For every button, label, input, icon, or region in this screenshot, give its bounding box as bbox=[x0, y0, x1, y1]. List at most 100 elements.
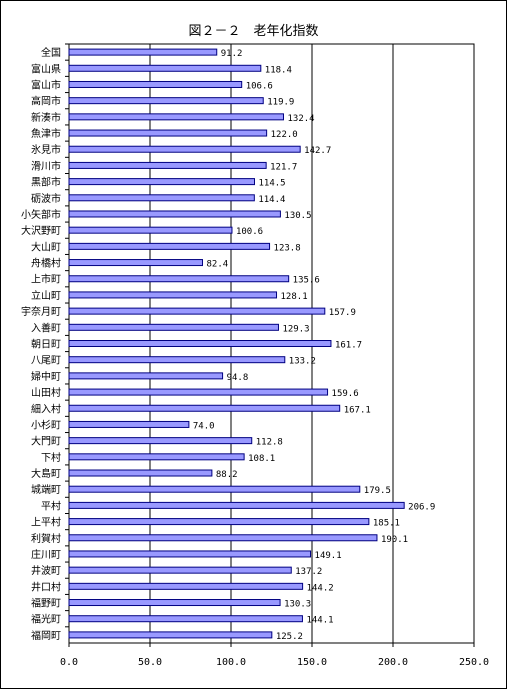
category-label: 大門町 bbox=[31, 435, 61, 448]
data-label: 106.6 bbox=[246, 81, 273, 91]
bar bbox=[68, 501, 405, 509]
bar bbox=[68, 259, 203, 267]
bar bbox=[68, 582, 304, 590]
bar bbox=[68, 566, 292, 574]
data-label: 82.4 bbox=[206, 260, 228, 270]
category-label: 全国 bbox=[41, 46, 61, 59]
bar bbox=[68, 388, 329, 396]
data-label: 121.7 bbox=[270, 162, 297, 172]
data-label: 119.9 bbox=[267, 98, 294, 108]
data-label: 144.2 bbox=[307, 583, 334, 593]
bar bbox=[68, 80, 243, 88]
category-label: 小杉町 bbox=[31, 418, 61, 431]
bar bbox=[68, 599, 281, 607]
data-label: 122.0 bbox=[271, 130, 298, 140]
x-tick-label: 0.0 bbox=[60, 657, 78, 668]
data-label: 144.1 bbox=[306, 616, 333, 626]
data-label: 88.2 bbox=[216, 470, 238, 480]
data-label: 123.8 bbox=[274, 243, 301, 253]
bar bbox=[68, 404, 341, 412]
bar bbox=[68, 534, 378, 542]
data-label: 114.4 bbox=[258, 195, 285, 205]
bar bbox=[68, 275, 290, 283]
data-label: 161.7 bbox=[335, 341, 362, 351]
bar bbox=[68, 323, 279, 331]
category-label: 魚津市 bbox=[31, 127, 61, 140]
bar bbox=[68, 48, 218, 56]
data-label: 100.6 bbox=[236, 227, 263, 237]
data-label: 74.0 bbox=[193, 421, 215, 431]
category-label: 小矢部市 bbox=[21, 208, 61, 221]
category-label: 氷見市 bbox=[31, 143, 61, 156]
category-label: 利賀村 bbox=[31, 532, 61, 545]
chart-title: 図２－２ 老年化指数 bbox=[188, 24, 319, 39]
data-label: 133.2 bbox=[289, 357, 316, 367]
category-label: 富山県 bbox=[31, 62, 61, 75]
category-label: 大山町 bbox=[31, 240, 61, 253]
category-label: 大島町 bbox=[31, 467, 61, 480]
bar bbox=[68, 615, 303, 623]
category-label: 八尾町 bbox=[31, 355, 61, 367]
category-label: 高岡市 bbox=[31, 95, 61, 108]
category-label: 舟橋村 bbox=[31, 257, 61, 270]
category-label: 朝日町 bbox=[31, 339, 61, 351]
category-label: 上平村 bbox=[31, 516, 61, 529]
category-label: 富山市 bbox=[31, 78, 61, 91]
bar bbox=[68, 469, 213, 477]
data-label: 112.8 bbox=[256, 438, 283, 448]
data-label: 132.4 bbox=[287, 114, 314, 124]
data-label: 167.1 bbox=[344, 405, 371, 415]
data-label: 149.1 bbox=[315, 551, 342, 561]
category-label: 入善町 bbox=[31, 321, 61, 334]
bar bbox=[68, 372, 224, 380]
bar bbox=[68, 129, 268, 137]
x-tick-label: 100.0 bbox=[216, 657, 246, 668]
category-label: 山田村 bbox=[31, 386, 61, 399]
bar bbox=[68, 161, 267, 169]
data-label: 142.7 bbox=[304, 146, 331, 156]
x-tick-label: 150.0 bbox=[297, 657, 327, 668]
data-label: 206.9 bbox=[408, 502, 435, 512]
bar bbox=[68, 518, 370, 526]
category-label: 細入村 bbox=[31, 402, 61, 415]
data-label: 130.5 bbox=[284, 211, 311, 221]
category-label: 福岡町 bbox=[31, 629, 61, 642]
bar bbox=[68, 356, 286, 364]
data-label: 91.2 bbox=[221, 49, 243, 59]
data-label: 118.4 bbox=[265, 65, 292, 75]
data-label: 94.8 bbox=[227, 373, 249, 383]
data-label: 129.3 bbox=[282, 324, 309, 334]
data-label: 137.2 bbox=[295, 567, 322, 577]
category-label: 婦中町 bbox=[31, 370, 61, 383]
category-label: 大沢野町 bbox=[21, 224, 61, 237]
bar bbox=[68, 420, 190, 428]
category-label: 井波町 bbox=[31, 564, 61, 577]
bar bbox=[68, 64, 262, 72]
bar bbox=[68, 437, 253, 445]
data-label: 128.1 bbox=[281, 292, 308, 302]
data-label: 114.5 bbox=[258, 179, 285, 189]
category-label: 下村 bbox=[41, 451, 61, 464]
bar bbox=[68, 210, 281, 218]
category-label: 井口村 bbox=[31, 580, 61, 593]
category-label: 福光町 bbox=[31, 613, 61, 626]
data-label: 185.1 bbox=[373, 519, 400, 529]
category-label: 砺波市 bbox=[31, 192, 61, 205]
bar bbox=[68, 307, 326, 315]
bar bbox=[68, 226, 233, 234]
bar bbox=[68, 194, 255, 202]
data-label: 157.9 bbox=[329, 308, 356, 318]
bar bbox=[68, 550, 312, 558]
category-label: 新湊市 bbox=[31, 111, 61, 124]
bar bbox=[68, 145, 301, 153]
category-label: 福野町 bbox=[31, 597, 61, 610]
category-label: 宇奈月町 bbox=[21, 305, 61, 318]
category-label: 黒部市 bbox=[31, 176, 61, 189]
x-tick-label: 200.0 bbox=[378, 657, 408, 668]
bar bbox=[68, 113, 284, 121]
category-label: 平村 bbox=[41, 499, 61, 512]
bar bbox=[68, 631, 273, 639]
category-label: 立山町 bbox=[31, 289, 61, 302]
data-label: 130.3 bbox=[284, 600, 311, 610]
data-label: 159.6 bbox=[332, 389, 359, 399]
